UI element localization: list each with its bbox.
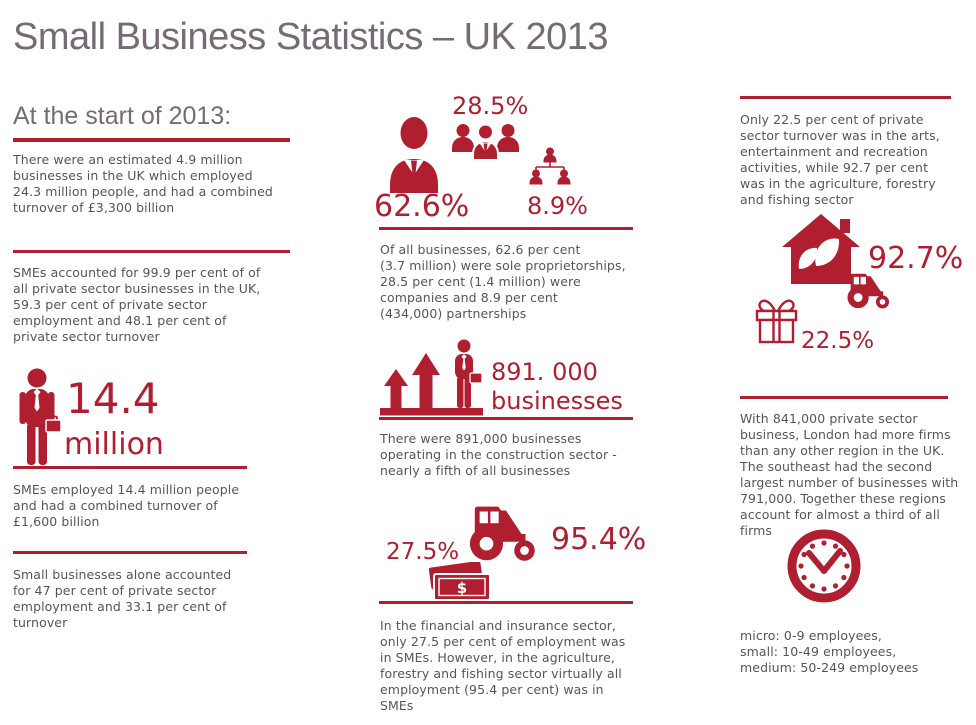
divider <box>13 466 247 469</box>
left-paragraph-small-businesses: Small businesses alone accounted for 47 … <box>13 567 232 630</box>
money-banknotes-icon: $ <box>427 562 494 602</box>
dollar-glyph: $ <box>457 579 467 597</box>
left-paragraph-smes-share: SMEs accounted for 99.9 per cent of of a… <box>13 265 261 344</box>
agriculture-turnover-percentage: 92.7% <box>868 241 964 276</box>
construction-stat: 891. 000 businesses <box>491 358 623 415</box>
middle-paragraph-sectors: In the financial and insurance sector, o… <box>380 618 626 713</box>
arts-turnover-percentage: 22.5% <box>801 328 875 354</box>
smes-employment-stat-value: 14.4 <box>66 374 160 423</box>
clock-icon <box>786 528 862 604</box>
financial-percentage: 27.5% <box>386 539 460 565</box>
smes-employment-stat-unit: million <box>64 427 164 462</box>
person-bust-icon <box>388 117 440 193</box>
companies-percentage: 28.5% <box>452 92 529 120</box>
divider <box>740 96 951 99</box>
sole-proprietorships-percentage: 62.6% <box>374 189 470 224</box>
page-title: Small Business Statistics – UK 2013 <box>13 16 609 58</box>
gift-icon <box>754 297 799 345</box>
tractor-icon <box>466 501 544 563</box>
people-group-icon <box>452 123 519 160</box>
growth-arrows-businessman-icon <box>380 339 483 416</box>
businessman-icon <box>12 368 62 468</box>
right-paragraph-regions: With 841,000 private sector business, Lo… <box>740 411 959 538</box>
middle-paragraph-construction: There were 891,000 businesses operating … <box>380 431 617 478</box>
size-definitions-legend: micro: 0-9 employees, small: 10-49 emplo… <box>740 628 919 675</box>
divider <box>13 138 290 142</box>
eco-house-icon <box>782 214 860 284</box>
org-hierarchy-icon <box>528 147 572 185</box>
middle-paragraph-business-types: Of all businesses, 62.6 per cent (3.7 mi… <box>380 242 626 321</box>
divider <box>13 551 247 554</box>
divider <box>13 250 290 253</box>
partnerships-percentage: 8.9% <box>527 192 588 220</box>
divider <box>379 417 633 420</box>
tractor-small-icon <box>845 270 895 310</box>
divider <box>379 227 633 230</box>
right-paragraph-turnover: Only 22.5 per cent of private sector tur… <box>740 112 940 207</box>
divider <box>740 396 948 399</box>
left-paragraph-businesses: There were an estimated 4.9 million busi… <box>13 152 273 215</box>
divider <box>379 601 633 604</box>
left-section-heading: At the start of 2013: <box>13 102 232 130</box>
left-paragraph-smes-employed: SMEs employed 14.4 million people and ha… <box>13 482 240 529</box>
agriculture-percentage: 95.4% <box>551 522 647 557</box>
